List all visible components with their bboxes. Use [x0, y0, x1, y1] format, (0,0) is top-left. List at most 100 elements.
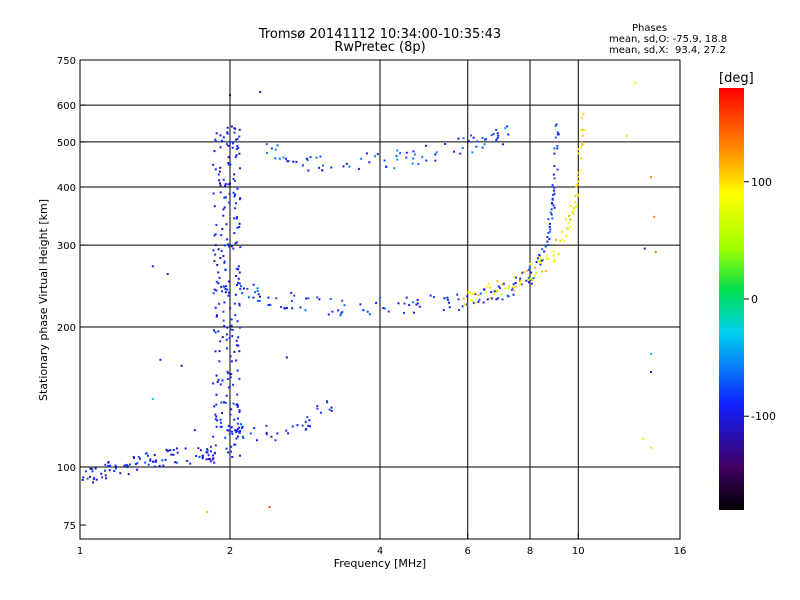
echo-point: [222, 136, 225, 139]
echo-point: [530, 282, 533, 285]
echo-point: [285, 356, 288, 359]
echo-point: [229, 182, 231, 185]
echo-point: [235, 241, 238, 244]
echo-point: [230, 125, 233, 128]
echo-point: [226, 143, 228, 146]
echo-point: [227, 201, 230, 204]
echo-point: [215, 315, 218, 318]
echo-point: [231, 456, 234, 458]
echo-point: [520, 283, 523, 286]
y-tick-label: 600: [57, 101, 76, 112]
echo-point: [108, 469, 111, 472]
echo-point: [307, 424, 310, 427]
echo-point: [530, 278, 533, 281]
echo-point: [228, 386, 230, 389]
echo-point: [240, 285, 242, 288]
echo-point: [553, 192, 556, 195]
echo-point: [307, 169, 310, 172]
echo-point: [136, 462, 139, 465]
echo-point: [268, 506, 271, 508]
echo-point: [357, 167, 360, 170]
echo-point: [125, 463, 128, 466]
echo-point: [215, 425, 218, 428]
echo-point: [154, 461, 157, 464]
echo-point: [319, 411, 322, 414]
echo-point: [556, 133, 559, 136]
echo-point: [230, 373, 233, 376]
echo-point: [114, 464, 117, 467]
echo-point: [316, 407, 319, 410]
echo-point: [506, 125, 509, 128]
echo-point: [496, 290, 498, 292]
echo-point: [237, 277, 240, 280]
x-tick-label: 10: [572, 546, 585, 557]
echo-point: [208, 458, 211, 460]
echo-point: [466, 303, 468, 306]
echo-point: [483, 143, 486, 146]
echo-point: [239, 197, 242, 200]
echo-point: [236, 369, 239, 372]
echo-point: [490, 291, 493, 294]
echo-point: [556, 145, 559, 147]
echo-point: [95, 478, 98, 481]
echo-point: [205, 451, 208, 454]
echo-point: [104, 469, 106, 472]
echo-point: [429, 294, 432, 297]
echo-point: [459, 152, 462, 155]
echo-point: [547, 232, 550, 234]
echo-point: [549, 211, 552, 214]
echo-point: [218, 179, 221, 182]
x-axis-label: Frequency [MHz]: [334, 557, 426, 570]
echo-point: [318, 166, 320, 169]
echo-point: [496, 136, 499, 139]
echo-point: [236, 226, 239, 229]
echo-point: [229, 141, 232, 144]
echo-point: [235, 339, 238, 342]
echo-point: [224, 436, 227, 439]
echo-point: [212, 192, 215, 195]
echo-point: [222, 319, 225, 322]
echo-point: [224, 268, 227, 271]
echo-point: [304, 309, 307, 312]
echo-point: [412, 150, 415, 153]
echo-point: [512, 286, 515, 289]
echo-point: [258, 299, 261, 302]
echo-point: [235, 267, 238, 270]
echo-point: [538, 255, 541, 257]
echo-point: [234, 429, 237, 432]
echo-point: [232, 142, 235, 145]
echo-point: [229, 94, 231, 97]
echo-point: [243, 287, 245, 290]
echo-point: [488, 286, 491, 289]
echo-point: [238, 282, 241, 285]
echo-point: [218, 360, 221, 363]
echo-point: [256, 290, 259, 293]
echo-point: [538, 256, 541, 259]
echo-point: [209, 450, 212, 453]
echo-point: [229, 307, 232, 310]
echo-point: [537, 257, 540, 260]
echo-point: [477, 294, 480, 297]
echo-point: [504, 127, 507, 130]
echo-point: [415, 303, 418, 306]
echo-point: [234, 293, 237, 296]
echo-point: [544, 245, 547, 248]
echo-point: [265, 152, 268, 154]
y-tick-label: 400: [57, 183, 76, 194]
echo-point: [530, 271, 533, 274]
echo-point: [259, 91, 262, 93]
echo-point: [223, 260, 226, 263]
echo-point: [444, 143, 447, 145]
echo-point: [580, 157, 582, 160]
echo-point: [482, 301, 485, 304]
echo-point: [387, 310, 390, 313]
echo-point: [301, 164, 304, 167]
echo-point: [497, 134, 500, 137]
echo-point: [223, 401, 225, 404]
echo-point: [486, 298, 489, 301]
echo-point: [341, 299, 344, 302]
echo-point: [575, 204, 578, 207]
echo-point: [552, 193, 555, 196]
echo-point: [566, 227, 569, 230]
echo-point: [252, 296, 255, 299]
